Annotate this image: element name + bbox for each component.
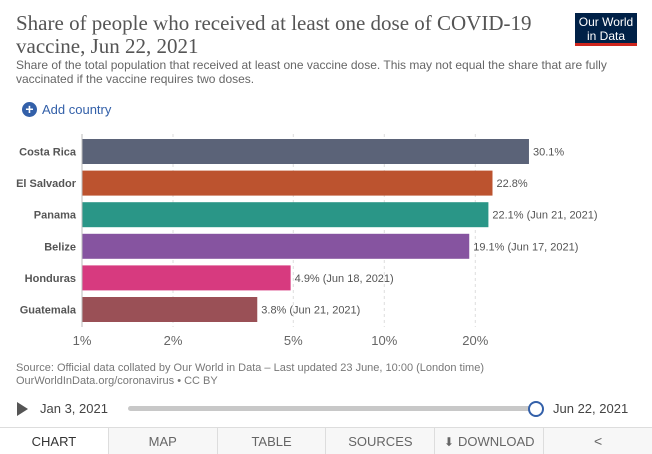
bar [82, 233, 470, 259]
tab-map-label: Map [148, 434, 177, 449]
bar [82, 202, 489, 228]
tab-sources-label: Sources [348, 434, 413, 449]
category-label: El Salvador [16, 178, 77, 190]
tab-table-label: Table [251, 434, 292, 449]
x-tick-label: 1% [73, 333, 92, 348]
tab-download-label: Download [457, 434, 535, 449]
logo-line1: Our World [578, 15, 634, 29]
timeline-start-label: Jan 3, 2021 [40, 401, 108, 416]
plus-circle-icon: + [22, 102, 37, 117]
x-tick-label: 2% [164, 333, 183, 348]
category-label: Belize [44, 241, 76, 253]
tab-download[interactable]: ⬇ Download [435, 428, 545, 454]
value-label: 3.8% (Jun 21, 2021) [261, 305, 360, 317]
tab-chart[interactable]: Chart [0, 428, 109, 454]
logo-accent-bar [575, 43, 637, 46]
value-label: 4.9% (Jun 18, 2021) [295, 273, 394, 285]
source-note: Source: Official data collated by Our Wo… [16, 362, 636, 388]
share-icon: < [593, 433, 603, 449]
value-label: 22.1% (Jun 21, 2021) [492, 210, 597, 222]
chart-subtitle: Share of the total population that recei… [16, 58, 607, 86]
owid-logo[interactable]: Our World in Data [575, 13, 637, 46]
bar [82, 265, 291, 291]
source-line-2[interactable]: OurWorldInData.org/coronavirus • CC BY [16, 375, 218, 387]
value-label: 19.1% (Jun 17, 2021) [473, 241, 578, 253]
timeline-track[interactable] [128, 406, 536, 411]
tab-chart-label: Chart [31, 434, 77, 449]
category-label: Guatemala [20, 305, 77, 317]
bar [82, 297, 258, 322]
chart-title: Share of people who received at least on… [16, 11, 532, 58]
tab-table[interactable]: Table [218, 428, 327, 454]
timeline: Jan 3, 2021 Jun 22, 2021 [0, 396, 652, 422]
logo-line2: in Data [586, 29, 626, 43]
download-icon: ⬇ [443, 435, 454, 449]
add-country-label: Add country [42, 102, 112, 117]
timeline-handle[interactable] [528, 401, 544, 417]
value-label: 30.1% [533, 147, 564, 159]
bar [82, 139, 529, 164]
source-line-1: Source: Official data collated by Our Wo… [16, 362, 484, 374]
x-tick-label: 10% [371, 333, 397, 348]
category-label: Panama [34, 210, 77, 222]
tab-sources[interactable]: Sources [326, 428, 436, 454]
value-label: 22.8% [496, 178, 527, 190]
x-tick-label: 20% [462, 333, 488, 348]
tab-bar: Chart Map Table Sources ⬇ Download < [0, 427, 652, 454]
bar [82, 170, 493, 196]
timeline-end-label: Jun 22, 2021 [553, 401, 629, 416]
category-label: Honduras [25, 273, 76, 285]
tab-map[interactable]: Map [109, 428, 218, 454]
x-tick-label: 5% [284, 333, 303, 348]
bar-chart: 1% 2% 5% 10% 20% Costa Rica 30.1% El Salvador 22… [16, 134, 598, 348]
play-icon[interactable] [17, 402, 28, 416]
add-country-button[interactable]: + Add country [22, 102, 111, 117]
tab-share[interactable]: < [544, 428, 652, 454]
category-label: Costa Rica [19, 147, 77, 159]
